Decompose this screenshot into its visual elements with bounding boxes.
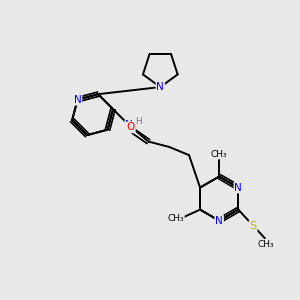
Text: CH₃: CH₃	[167, 214, 184, 223]
Text: H: H	[135, 117, 142, 126]
Text: S: S	[250, 221, 256, 231]
Text: N: N	[234, 182, 242, 193]
Text: O: O	[127, 122, 135, 132]
Text: N: N	[125, 120, 133, 130]
Text: N: N	[156, 82, 164, 92]
Text: CH₃: CH₃	[258, 240, 274, 249]
Text: N: N	[215, 216, 223, 226]
Text: N: N	[74, 95, 82, 105]
Text: CH₃: CH₃	[211, 150, 227, 159]
